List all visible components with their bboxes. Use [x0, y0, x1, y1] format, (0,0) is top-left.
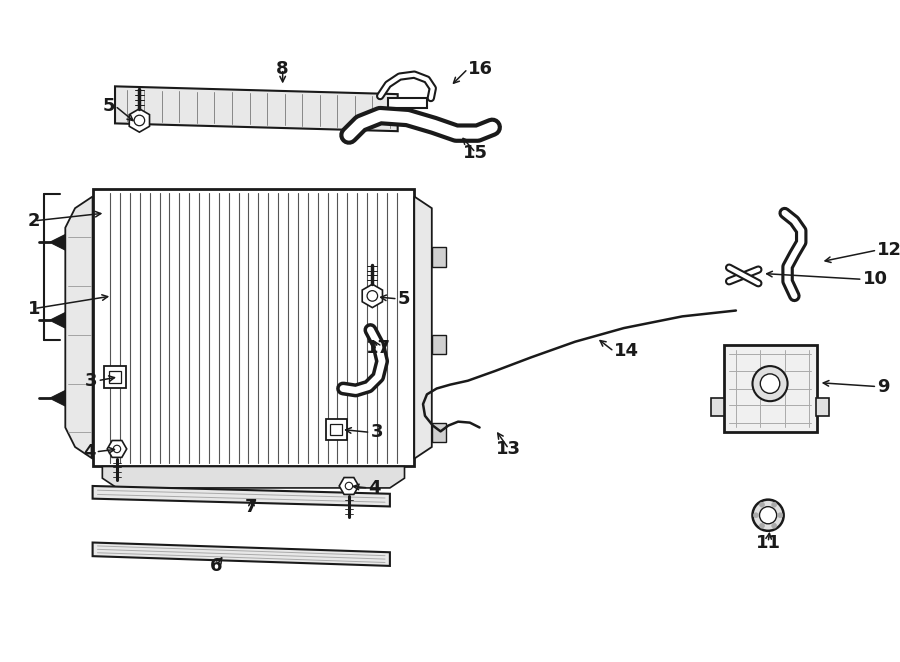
Text: 9: 9: [878, 377, 890, 396]
Polygon shape: [50, 234, 66, 250]
Circle shape: [752, 500, 784, 531]
Circle shape: [771, 524, 777, 528]
Polygon shape: [66, 197, 93, 459]
Bar: [432, 335, 446, 354]
Bar: [724, 345, 817, 432]
Polygon shape: [107, 440, 127, 457]
Text: 15: 15: [464, 144, 488, 162]
Text: 4: 4: [83, 443, 95, 461]
Polygon shape: [388, 98, 427, 108]
Polygon shape: [93, 486, 390, 506]
Polygon shape: [414, 197, 432, 459]
Bar: [104, 366, 126, 387]
Circle shape: [753, 513, 759, 518]
Polygon shape: [362, 284, 382, 308]
Circle shape: [346, 483, 353, 490]
Circle shape: [760, 374, 779, 393]
Polygon shape: [130, 109, 149, 132]
Text: 8: 8: [276, 60, 289, 78]
Polygon shape: [711, 399, 724, 416]
Text: 16: 16: [468, 60, 493, 78]
Text: 5: 5: [103, 97, 115, 115]
Bar: [93, 189, 414, 467]
Bar: [432, 422, 446, 442]
Polygon shape: [339, 477, 359, 495]
Text: 6: 6: [210, 557, 222, 575]
Text: 4: 4: [368, 479, 381, 497]
Text: 5: 5: [398, 290, 410, 308]
Bar: [330, 424, 342, 436]
Polygon shape: [50, 391, 66, 406]
Text: 3: 3: [371, 424, 382, 442]
Circle shape: [760, 506, 777, 524]
Circle shape: [752, 366, 788, 401]
Text: 7: 7: [245, 498, 257, 516]
Circle shape: [760, 502, 764, 507]
Polygon shape: [815, 399, 830, 416]
Text: 1: 1: [28, 300, 40, 318]
Polygon shape: [103, 467, 404, 488]
Circle shape: [134, 115, 145, 126]
Circle shape: [778, 513, 783, 518]
Text: 10: 10: [862, 270, 887, 289]
Text: 3: 3: [85, 371, 97, 390]
Bar: [109, 371, 121, 383]
Text: 14: 14: [614, 342, 639, 361]
Polygon shape: [93, 543, 390, 566]
Text: 13: 13: [496, 440, 521, 458]
Circle shape: [113, 446, 121, 453]
Text: 2: 2: [28, 212, 40, 230]
Polygon shape: [115, 86, 398, 131]
Circle shape: [367, 291, 378, 301]
Text: 17: 17: [365, 338, 391, 357]
Circle shape: [771, 502, 777, 507]
Text: 11: 11: [756, 534, 780, 551]
Bar: [326, 419, 347, 440]
Bar: [432, 247, 446, 267]
Polygon shape: [50, 312, 66, 328]
Text: 12: 12: [878, 241, 900, 259]
Circle shape: [760, 524, 764, 528]
